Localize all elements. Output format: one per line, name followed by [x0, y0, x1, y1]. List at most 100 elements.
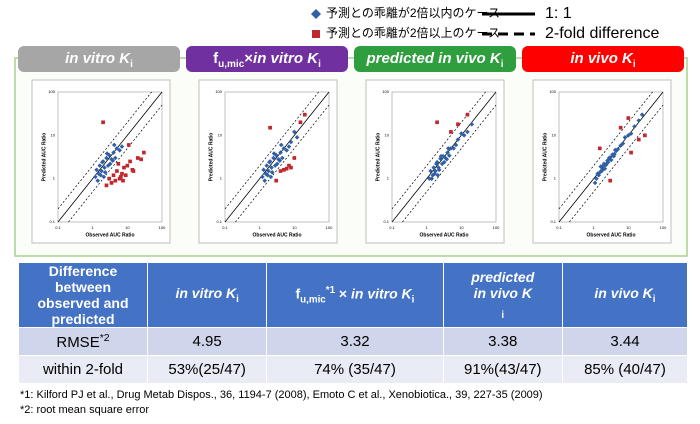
data-point	[643, 133, 647, 138]
y-axis-label: Predicted AUC Ratio	[375, 133, 381, 182]
data-point	[111, 142, 117, 148]
data-point	[107, 161, 113, 167]
x-axis-label: Observed AUC Ratio	[420, 232, 469, 238]
cell-text: in vivo K	[594, 285, 653, 302]
data-point	[298, 120, 303, 125]
data-point	[105, 163, 111, 168]
cell-text: 3.32	[340, 333, 370, 350]
data-point	[455, 137, 461, 142]
plot-area	[224, 91, 330, 223]
data-point	[456, 122, 460, 127]
data-point	[128, 159, 132, 164]
table-row: within 2-fold 53%(25/47) 74% (35/47) 91%(43…	[18, 355, 689, 384]
y-tick-label: 0.1	[49, 219, 55, 224]
cell-text: i	[501, 309, 505, 321]
y-axis-label: Predicted AUC Ratio	[542, 133, 548, 182]
cell-text: *1	[325, 284, 336, 296]
identity-line	[224, 91, 330, 223]
table-cell: in vitro Ki	[146, 262, 268, 328]
data-point	[115, 169, 119, 173]
data-point	[102, 170, 108, 175]
legend-marker	[312, 30, 320, 38]
table-cell: 85% (40/47)	[561, 355, 689, 384]
cell-text: 85% (40/47)	[584, 361, 666, 378]
data-point	[263, 171, 269, 177]
x-tick-label: 10	[626, 225, 631, 230]
data-point	[465, 112, 470, 117]
y-tick-label: 100	[549, 89, 556, 94]
data-point	[109, 181, 114, 185]
cell-text: 4.95	[192, 333, 222, 350]
data-point	[443, 155, 448, 161]
cell-text: i	[652, 293, 656, 305]
data-point	[605, 159, 611, 165]
table-cell: 53%(25/47)	[146, 355, 268, 384]
y-tick-label: 10	[385, 132, 390, 137]
data-point	[434, 161, 439, 167]
data-point	[101, 174, 107, 180]
tab	[354, 46, 516, 72]
data-point	[274, 178, 279, 183]
data-point	[260, 174, 265, 180]
y-tick-label: 0.1	[383, 219, 389, 224]
data-point	[639, 112, 645, 117]
table-cell: 3.44	[561, 327, 689, 356]
data-point	[302, 112, 307, 117]
data-point	[98, 172, 103, 178]
data-point	[292, 156, 297, 160]
cell-text: 53%(25/47)	[168, 361, 246, 378]
data-point	[274, 161, 280, 167]
fold-line	[402, 104, 497, 223]
cell-text: f	[295, 285, 301, 302]
table-cell: in vivo Ki	[561, 262, 689, 328]
y-tick-label: 10	[51, 132, 56, 137]
data-point	[139, 157, 143, 162]
plot-frame	[365, 79, 505, 244]
data-point	[264, 163, 270, 168]
legend-label: 予測との乖離が2倍以上のケース	[326, 25, 500, 40]
data-point	[465, 129, 470, 135]
summary-table: Difference between observed and predicte…	[18, 262, 689, 384]
tab	[18, 46, 180, 72]
data-point	[119, 175, 123, 179]
fold-line	[558, 91, 653, 210]
data-point	[608, 178, 613, 183]
fold-line	[68, 104, 163, 223]
y-axis-label: Predicted AUC Ratio	[41, 133, 47, 182]
tab-title-part: ×	[244, 50, 253, 67]
data-point	[451, 146, 456, 151]
data-point	[271, 151, 277, 156]
data-point	[427, 176, 432, 181]
data-point	[107, 176, 112, 181]
data-point	[130, 167, 135, 172]
data-point	[428, 168, 433, 174]
data-point	[111, 173, 116, 178]
y-tick-label: 10	[552, 132, 557, 137]
data-point	[444, 156, 450, 162]
data-point	[469, 121, 475, 127]
data-point	[287, 163, 291, 168]
data-point	[636, 137, 641, 142]
data-point	[636, 118, 642, 123]
data-point	[449, 130, 453, 134]
tab	[186, 46, 348, 72]
x-tick-label: 100	[660, 225, 667, 230]
data-point	[294, 135, 300, 140]
data-point	[261, 167, 266, 173]
plot-area	[558, 91, 664, 223]
data-point	[276, 156, 281, 162]
tab-title-part: in vitro K	[253, 50, 319, 67]
data-point	[289, 165, 293, 170]
x-axis-label: Observed AUC Ratio	[86, 232, 135, 238]
data-point	[439, 161, 445, 167]
fold-line	[57, 91, 152, 210]
cell-text: 91%(43/47)	[463, 361, 542, 378]
cell-text: Difference between observed and predicte…	[37, 263, 129, 327]
y-tick-label: 1	[53, 176, 56, 181]
tab-title: in vitro Ki	[65, 50, 133, 70]
tab-title-part: f	[213, 50, 219, 67]
tab-title-part: in vitro K	[65, 50, 131, 67]
data-point	[121, 178, 125, 183]
x-tick-label: 100	[326, 225, 333, 230]
